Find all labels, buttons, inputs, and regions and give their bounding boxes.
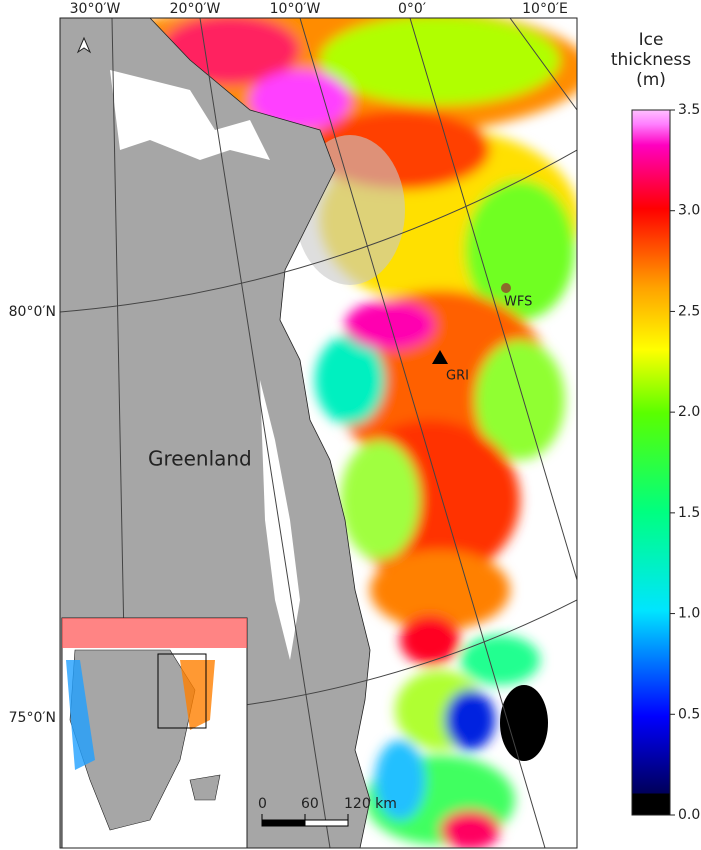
colorbar-tick-label: 2.5 xyxy=(678,303,700,319)
scale-bar-label: 120 km xyxy=(344,796,397,812)
scale-bar-label: 0 xyxy=(258,796,267,812)
longitude-label: 10°0′W xyxy=(270,1,321,17)
scale-bar: 0 60 120 km xyxy=(258,796,397,827)
map: Greenland WFS GRI 0 60 120 km xyxy=(60,18,577,848)
colorbar: Ice thickness (m) 0.0 0.5 1.0 1.5 2.0 2.5 3.0 3… xyxy=(611,30,700,823)
wfs-marker xyxy=(501,283,511,293)
longitude-label: 10°0′E xyxy=(522,1,568,17)
colorbar-title: Ice xyxy=(639,30,664,50)
longitude-label: 30°0′W xyxy=(70,1,121,17)
longitude-label: 0°0′ xyxy=(398,1,426,17)
latitude-label: 75°0′N xyxy=(9,710,56,726)
no-data-patch xyxy=(500,685,548,761)
colorbar-ramp xyxy=(631,109,671,816)
fjord xyxy=(110,70,270,160)
place-label: WFS xyxy=(504,295,532,310)
scale-bar-label: 60 xyxy=(301,796,319,812)
colorbar-tick-label: 3.5 xyxy=(678,102,700,118)
colorbar-tick-label: 0.0 xyxy=(678,807,700,823)
colorbar-tick-label: 2.0 xyxy=(678,404,700,420)
meridians xyxy=(111,18,577,848)
gri-marker xyxy=(432,350,448,364)
colorbar-tick-label: 0.5 xyxy=(678,706,700,722)
parallels xyxy=(60,149,577,706)
longitude-label: 20°0′W xyxy=(170,1,221,17)
north-arrow xyxy=(76,36,92,54)
latitude-label: 80°0′N xyxy=(9,304,56,320)
scale-bar-segment xyxy=(261,819,306,827)
colorbar-tick-label: 1.0 xyxy=(678,606,700,622)
place-label: GRI xyxy=(446,369,469,384)
place-label: Greenland xyxy=(148,447,252,471)
inset-map xyxy=(61,617,248,848)
map-frame xyxy=(59,17,578,849)
colorbar-tick-label: 1.5 xyxy=(678,505,700,521)
colorbar-title: thickness xyxy=(611,50,691,70)
scale-bar-segment xyxy=(304,819,349,827)
colorbar-tick-label: 3.0 xyxy=(678,203,700,219)
colorbar-title: (m) xyxy=(636,70,666,90)
